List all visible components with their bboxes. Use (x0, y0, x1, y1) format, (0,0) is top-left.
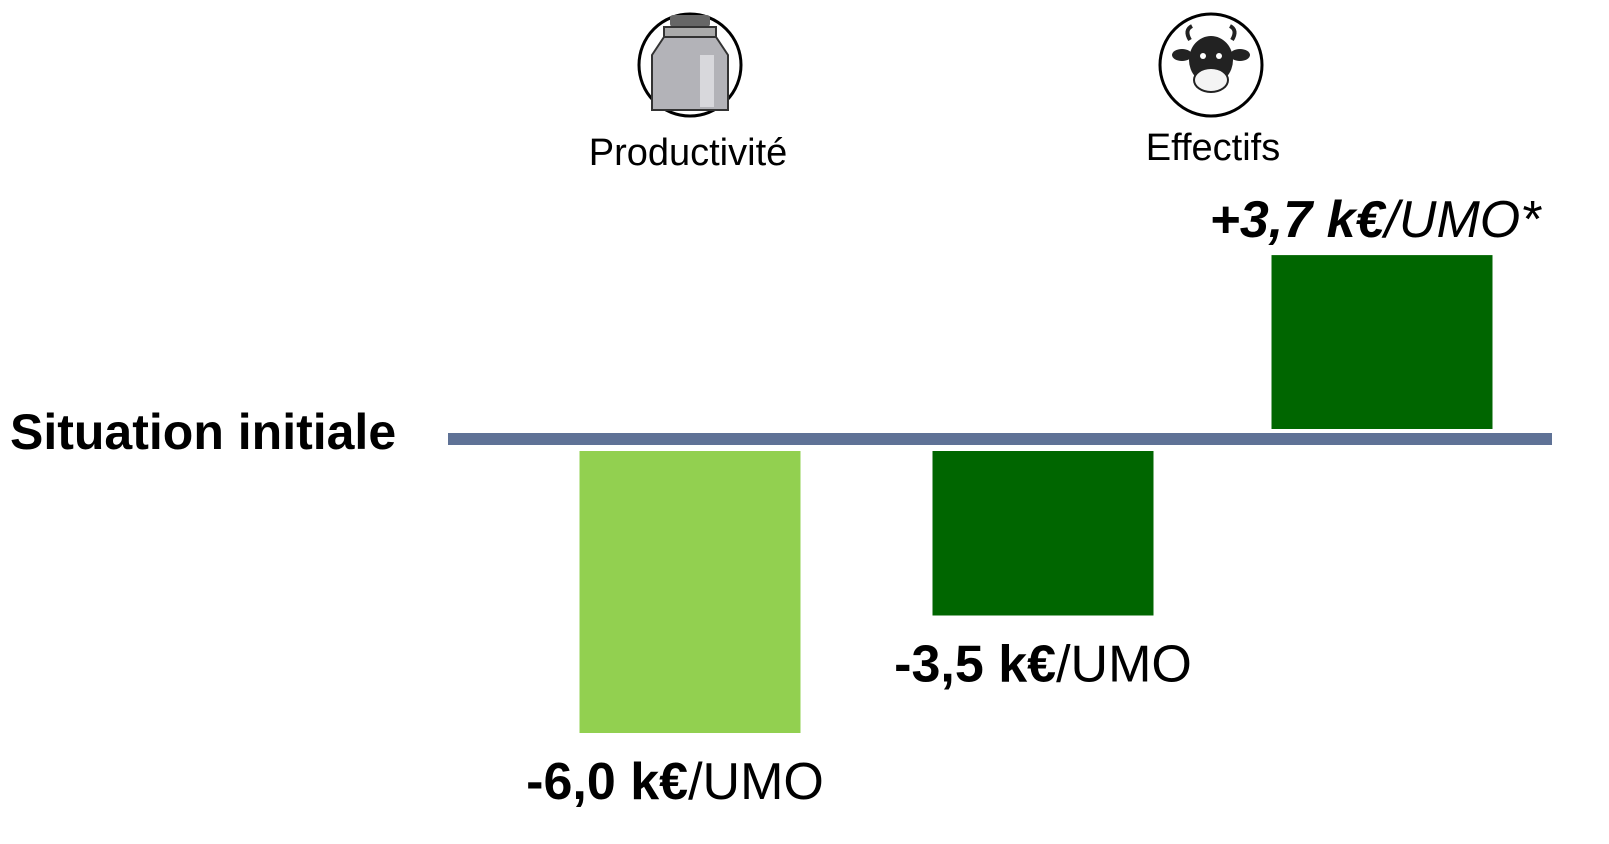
value-label-unit: /UMO* (1381, 191, 1542, 249)
value-label: -3,5 k€/UMO (894, 635, 1192, 693)
baseline-label: Situation initiale (10, 404, 396, 460)
bar (579, 451, 801, 733)
value-label-amount: +3,7 k€ (1210, 191, 1387, 249)
value-label-amount: -3,5 k€ (894, 635, 1056, 693)
value-label: -6,0 k€/UMO (526, 753, 824, 811)
bar (932, 451, 1154, 616)
value-label-unit: /UMO (688, 753, 824, 811)
value-label-amount: -6,0 k€ (526, 753, 688, 811)
bar (1271, 255, 1493, 429)
header: Productivité (589, 132, 788, 174)
value-label-unit: /UMO (1056, 635, 1192, 693)
herd-icon (1158, 12, 1264, 118)
productivity-icon (637, 12, 743, 118)
header: Effectifs (1146, 127, 1280, 169)
value-label: +3,7 k€/UMO* (1210, 191, 1543, 249)
